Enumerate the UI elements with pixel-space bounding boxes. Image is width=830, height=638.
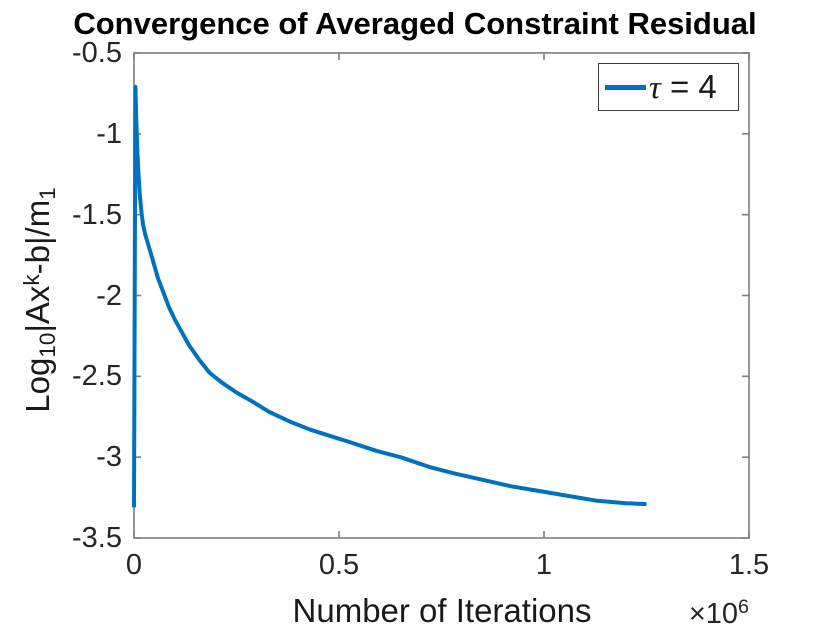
curve-tau-4 bbox=[132, 84, 647, 508]
legend: τ = 4 bbox=[598, 63, 739, 111]
axes-box bbox=[133, 52, 750, 539]
y-axis-label-text: |Ax bbox=[19, 285, 57, 333]
x-tick-label: 0 bbox=[125, 549, 143, 581]
x-tick-label: 1.5 bbox=[728, 549, 770, 581]
y-axis-label-text: -b|/m bbox=[19, 199, 57, 275]
multiplier-exponent: 6 bbox=[738, 596, 749, 618]
y-tick-label: -1.5 bbox=[72, 198, 122, 231]
legend-line-swatch bbox=[605, 84, 646, 90]
legend-entry-text: = 4 bbox=[660, 67, 717, 105]
tau-symbol: τ bbox=[649, 69, 661, 106]
x-axis-exponent-multiplier: ×106 bbox=[649, 596, 749, 631]
y-tick-label: -2.5 bbox=[72, 360, 122, 393]
y-axis-label-sub: 1 bbox=[34, 187, 60, 200]
x-tick-label: 0.5 bbox=[318, 549, 360, 581]
multiplier-base: ×10 bbox=[688, 597, 739, 630]
y-tick-label: -3.5 bbox=[72, 522, 122, 554]
y-axis-label-sup: k bbox=[19, 274, 45, 286]
y-axis-label: Log10|Axk-b|/m1 bbox=[19, 187, 61, 412]
y-tick-label: -3 bbox=[96, 441, 122, 474]
y-tick-label: -1 bbox=[96, 117, 122, 150]
chart-title: Convergence of Averaged Constraint Resid… bbox=[73, 6, 757, 41]
y-axis-label-sub: 10 bbox=[34, 332, 60, 358]
y-tick-label: -2 bbox=[96, 279, 122, 312]
y-tick-label: -0.5 bbox=[72, 37, 122, 69]
x-tick-label: 1 bbox=[535, 549, 553, 581]
y-axis-label-text: Log bbox=[19, 357, 57, 413]
legend-entry-label: τ = 4 bbox=[649, 65, 717, 110]
x-axis-label: Number of Iterations bbox=[292, 592, 592, 629]
